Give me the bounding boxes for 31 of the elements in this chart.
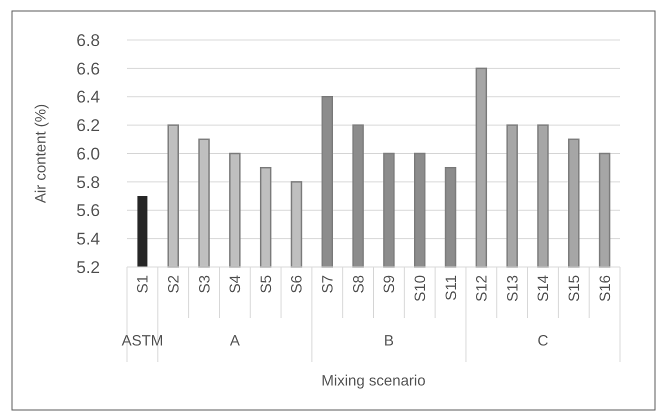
x-tick-label: S12: [474, 275, 491, 302]
x-tick-label: S8: [350, 275, 368, 294]
x-tick-label: S14: [535, 275, 552, 302]
y-tick-label: 5.4: [76, 230, 100, 249]
x-tick-label: S4: [227, 275, 244, 294]
y-tick-label: 6.6: [76, 59, 100, 78]
x-tick-label: S16: [596, 275, 614, 302]
x-axis-title: Mixing scenario: [321, 372, 426, 390]
x-tick-label: S3: [196, 275, 214, 294]
x-tick-label: S9: [381, 275, 398, 294]
x-tick-label: S11: [442, 275, 460, 301]
y-axis-title: Air content (%): [32, 104, 50, 204]
x-tick-label: S13: [504, 275, 522, 302]
y-tick-label: 5.6: [76, 201, 100, 220]
text: ASTM: [122, 332, 164, 350]
text: B: [384, 332, 394, 350]
x-tick-label: S5: [258, 275, 275, 294]
x-tick-label: S1: [134, 275, 152, 294]
y-tick-label: 6.8: [76, 30, 100, 50]
x-tick-label: S15: [566, 275, 584, 302]
x-tick-label: S10: [412, 275, 429, 302]
y-tick-label: 6.2: [76, 116, 100, 136]
y-tick-label: 5.2: [76, 258, 100, 277]
text: A: [230, 332, 240, 350]
y-tick-label: 6.0: [76, 144, 100, 164]
x-tick-label: S7: [320, 275, 337, 294]
text: C: [538, 332, 549, 350]
x-tick-label: S2: [165, 275, 182, 294]
y-tick-label: 5.8: [76, 172, 100, 192]
x-tick-label: S6: [288, 275, 306, 294]
y-tick-label: 6.4: [76, 88, 100, 107]
